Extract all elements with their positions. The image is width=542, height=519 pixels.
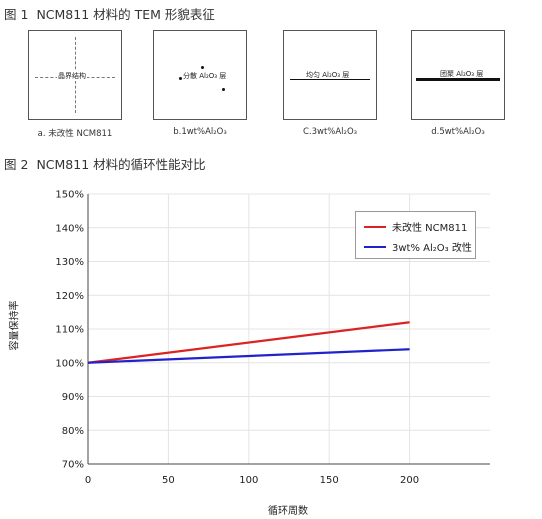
legend: 未改性 NCM811 3wt% Al₂O₃ 改性 [355, 211, 476, 259]
legend-swatch-blue [364, 245, 386, 248]
figure-1-title-text: NCM811 材料的 TEM 形貌表征 [36, 7, 215, 22]
series-line-modified [87, 348, 410, 364]
series-layer [87, 321, 410, 364]
y-tick-label: 130% [55, 257, 84, 268]
y-axis-label: 容量保持率 [9, 300, 21, 351]
figure-2-number: 图 2 [4, 157, 29, 172]
tick-layer: 70% 80% 90% 100% 110% 120% 130% 140% 150% 0 50 100 1… [55, 190, 419, 487]
tem-label-c: 均匀 Al₂O₃ 层 [306, 71, 350, 79]
legend-item-unmodified: 未改性 NCM811 [364, 219, 467, 234]
tem-label-b: 分散 Al₂O₃ 层 [183, 72, 227, 80]
legend-item-modified: 3wt% Al₂O₃ 改性 [364, 239, 472, 254]
y-tick-label: 90% [62, 392, 84, 403]
y-tick-label: 80% [62, 426, 84, 437]
figure-2-title-text: NCM811 材料的循环性能对比 [36, 157, 206, 172]
tem-label-d: 团聚 Al₂O₃ 层 [440, 70, 484, 78]
particle-dot [201, 66, 204, 69]
figure-1-number: 图 1 [4, 7, 29, 22]
y-tick-label: 140% [55, 223, 84, 234]
tem-panel-d: 团聚 Al₂O₃ 层 [411, 30, 505, 120]
tem-panel-a: 晶界结构 [28, 30, 122, 120]
y-tick-label: 70% [62, 460, 84, 471]
tem-caption-c: C.3wt%Al₂O₃ [302, 127, 358, 137]
tem-caption-d: d.5wt%Al₂O₃ [431, 127, 485, 137]
x-tick-label: 150 [320, 475, 339, 486]
agglomerated-layer-line [416, 78, 500, 81]
y-tick-label: 150% [55, 190, 84, 201]
tem-panel-c: 均匀 Al₂O₃ 层 [283, 30, 377, 120]
y-tick-label: 110% [55, 325, 84, 336]
figure-1-title: 图 1 NCM811 材料的 TEM 形貌表征 [4, 4, 215, 23]
legend-swatch-red [364, 225, 386, 228]
x-tick-label: 0 [85, 475, 91, 486]
y-tick-label: 120% [55, 291, 84, 302]
y-tick-label: 100% [55, 358, 84, 369]
x-tick-label: 100 [239, 475, 258, 486]
x-axis-label: 循环周数 [268, 506, 308, 517]
legend-label-unmodified: 未改性 NCM811 [392, 223, 468, 234]
tem-panel-b: 分散 Al₂O₃ 层 [153, 30, 247, 120]
x-tick-label: 200 [400, 475, 419, 486]
particle-dot [179, 77, 182, 80]
tem-caption-a: a. 未改性 NCM811 [37, 129, 113, 139]
tem-caption-b: b.1wt%Al₂O₃ [173, 127, 227, 137]
legend-label-modified: 3wt% Al₂O₃ 改性 [392, 243, 472, 254]
uniform-layer-line [290, 79, 370, 80]
x-tick-label: 50 [162, 475, 175, 486]
series-line-unmodified [87, 321, 410, 364]
figure-2-title: 图 2 NCM811 材料的循环性能对比 [4, 154, 206, 173]
axis-layer [87, 194, 490, 465]
tem-label-a: 晶界结构 [57, 71, 87, 81]
particle-dot [222, 88, 225, 91]
